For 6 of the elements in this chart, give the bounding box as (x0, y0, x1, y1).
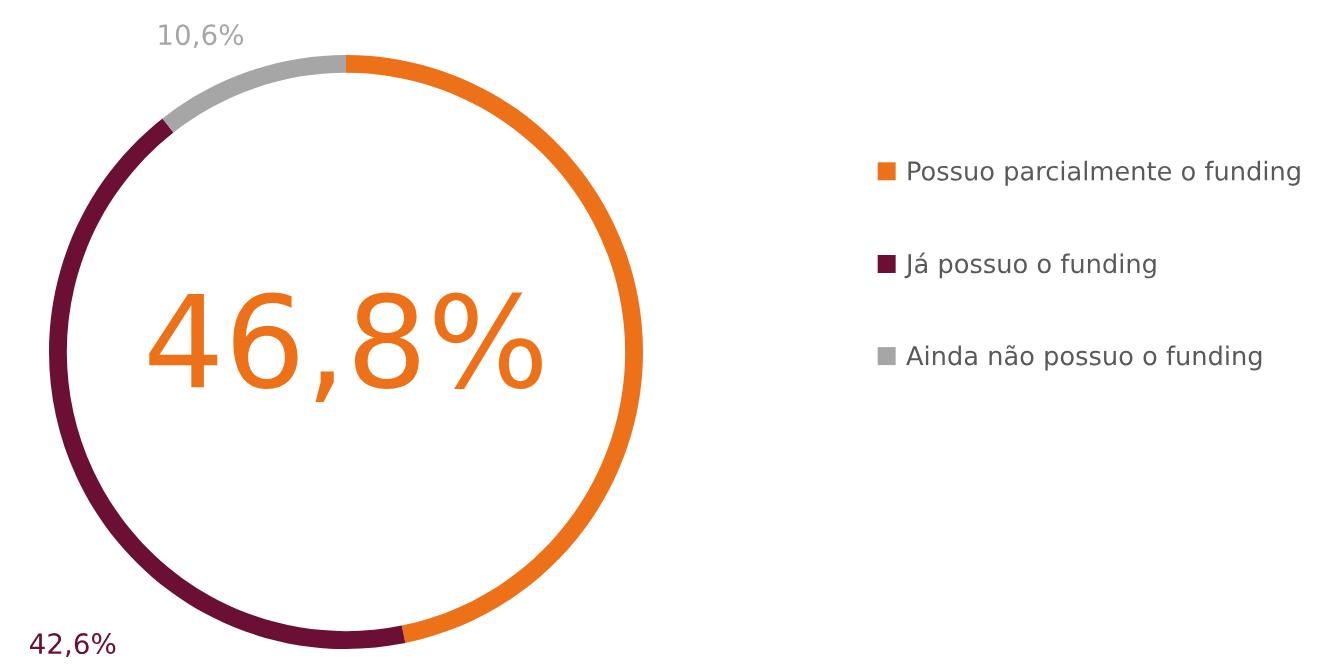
legend-label: Ainda não possuo o funding (906, 345, 1262, 371)
legend-label: Já possuo o funding (904, 252, 1156, 279)
legend-label: Possuo parcialmente o funding (908, 160, 1300, 186)
data-label: 10,6% (159, 24, 244, 49)
text: 46,8% (149, 292, 542, 403)
data-label: 42,6% (30, 633, 116, 657)
